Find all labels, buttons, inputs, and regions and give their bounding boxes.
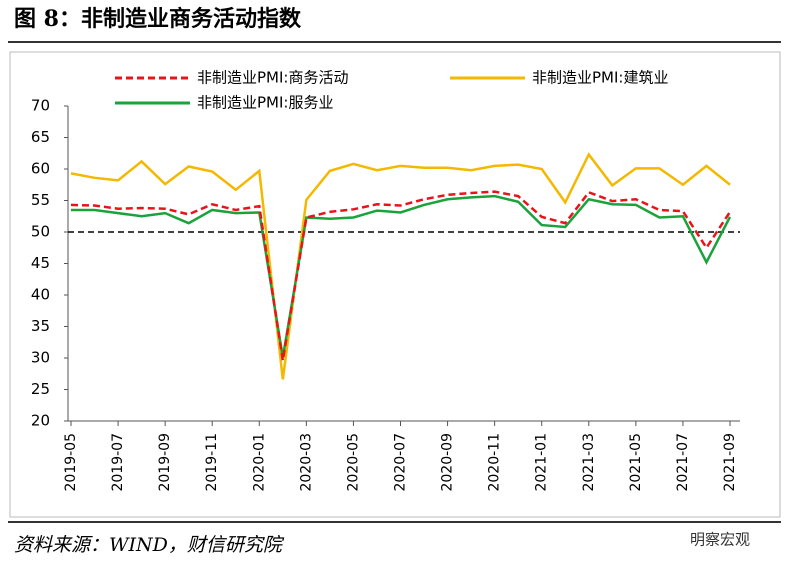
x-tick-label: 2019-11 — [204, 433, 220, 492]
y-tick-label: 45 — [31, 254, 50, 272]
y-tick-label: 40 — [31, 286, 50, 304]
series-line — [71, 194, 732, 358]
y-tick-label: 20 — [31, 412, 50, 430]
x-tick-label: 2020-07 — [393, 433, 409, 492]
x-tick-label: 2021-01 — [534, 433, 550, 492]
legend-label: 非制造业PMI:建筑业 — [532, 69, 668, 87]
y-tick-label: 65 — [31, 128, 50, 146]
y-tick-label: 60 — [31, 160, 50, 178]
x-tick-label: 2021-05 — [628, 433, 644, 492]
x-tick-label: 2020-09 — [440, 433, 456, 492]
y-tick-label: 30 — [31, 349, 50, 367]
x-tick-label: 2020-05 — [345, 433, 361, 492]
chart-frame — [9, 51, 781, 518]
x-tick-label: 2019-07 — [110, 433, 126, 492]
x-tick-label: 2020-11 — [487, 433, 503, 492]
y-tick-label: 25 — [31, 380, 50, 398]
y-tick-label: 55 — [31, 191, 50, 209]
y-tick-label: 35 — [31, 317, 50, 335]
legend-label: 非制造业PMI:商务活动 — [197, 69, 348, 87]
x-tick-label: 2021-07 — [675, 433, 691, 492]
y-tick-label: 70 — [31, 97, 50, 115]
x-tick-label: 2020-01 — [251, 433, 267, 492]
chart-title: 图 8：非制造业商务活动指数 — [14, 6, 302, 32]
x-tick-label: 2019-09 — [157, 433, 173, 492]
y-tick-label: 50 — [31, 223, 50, 241]
series-line — [70, 190, 732, 361]
x-tick-label: 2021-09 — [722, 433, 738, 492]
series-line — [70, 152, 731, 380]
x-tick-label: 2021-03 — [581, 433, 597, 492]
legend-label: 非制造业PMI:服务业 — [197, 94, 333, 112]
source-note: 资料来源：WIND，财信研究院 — [14, 534, 285, 556]
x-tick-label: 2019-05 — [63, 433, 79, 492]
watermark: 明察宏观 — [690, 531, 750, 549]
x-tick-label: 2020-03 — [298, 433, 314, 492]
